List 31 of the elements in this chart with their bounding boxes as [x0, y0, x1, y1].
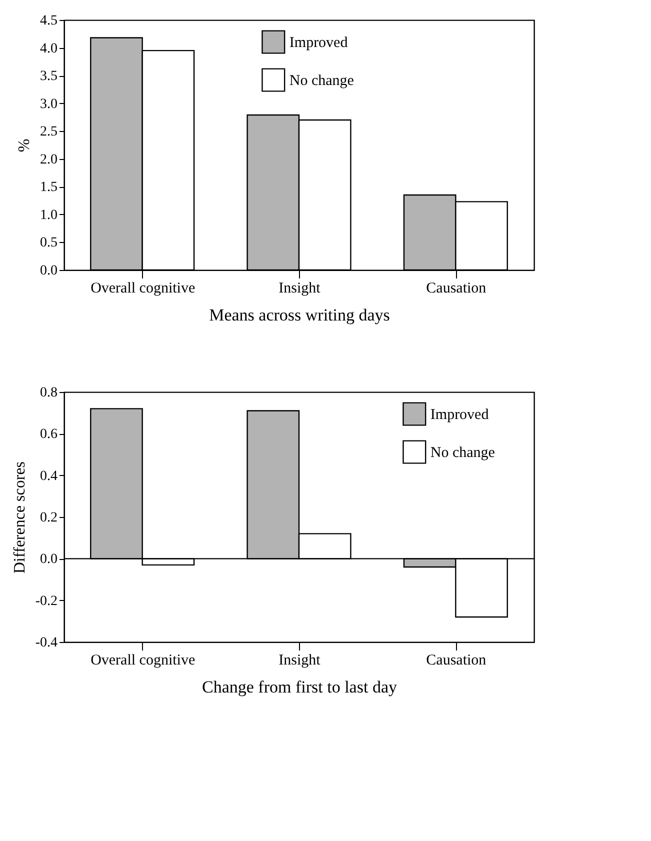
x-tick-label: Insight	[278, 280, 322, 296]
x-axis-title: Means across writing days	[209, 306, 390, 324]
x-tick-label: Insight	[278, 652, 322, 668]
x-tick-label: Overall cognitive	[90, 280, 196, 296]
y-tick-label: 3.0	[40, 96, 58, 112]
y-tick-label: 0.0	[40, 552, 58, 568]
y-tick-label: 1.5	[40, 180, 58, 196]
y-tick-label: 1.0	[40, 208, 58, 223]
y-tick-label: 0.8	[40, 386, 58, 400]
y-tick-label: 0.0	[40, 264, 58, 278]
y-tick-label: 3.5	[40, 69, 58, 84]
x-tick-label: Causation	[426, 280, 487, 296]
legend-label: No change	[289, 73, 354, 89]
x-tick-label: Overall cognitive	[90, 652, 196, 668]
y-tick-label: 0.2	[40, 510, 58, 526]
x-tick-label: Causation	[426, 652, 487, 668]
y-tick-label: -0.4	[35, 636, 58, 650]
legend-label: Improved	[430, 407, 490, 423]
legend-label: Improved	[289, 35, 348, 51]
y-tick-label: -0.2	[35, 594, 58, 609]
x-axis-title: Change from first to last day	[202, 678, 398, 696]
y-tick-label: 4.5	[40, 14, 58, 28]
y-tick-label: 0.4	[40, 468, 58, 484]
y-tick-label: 2.5	[40, 124, 58, 140]
y-tick-label: 4.0	[40, 41, 58, 56]
y-tick-label: 0.5	[40, 236, 58, 251]
legend-label: No change	[430, 445, 496, 461]
y-axis-title: Difference scores	[11, 461, 28, 574]
y-tick-label: 2.0	[40, 152, 58, 168]
y-axis-title: %	[16, 138, 33, 152]
y-tick-label: 0.6	[40, 427, 58, 442]
